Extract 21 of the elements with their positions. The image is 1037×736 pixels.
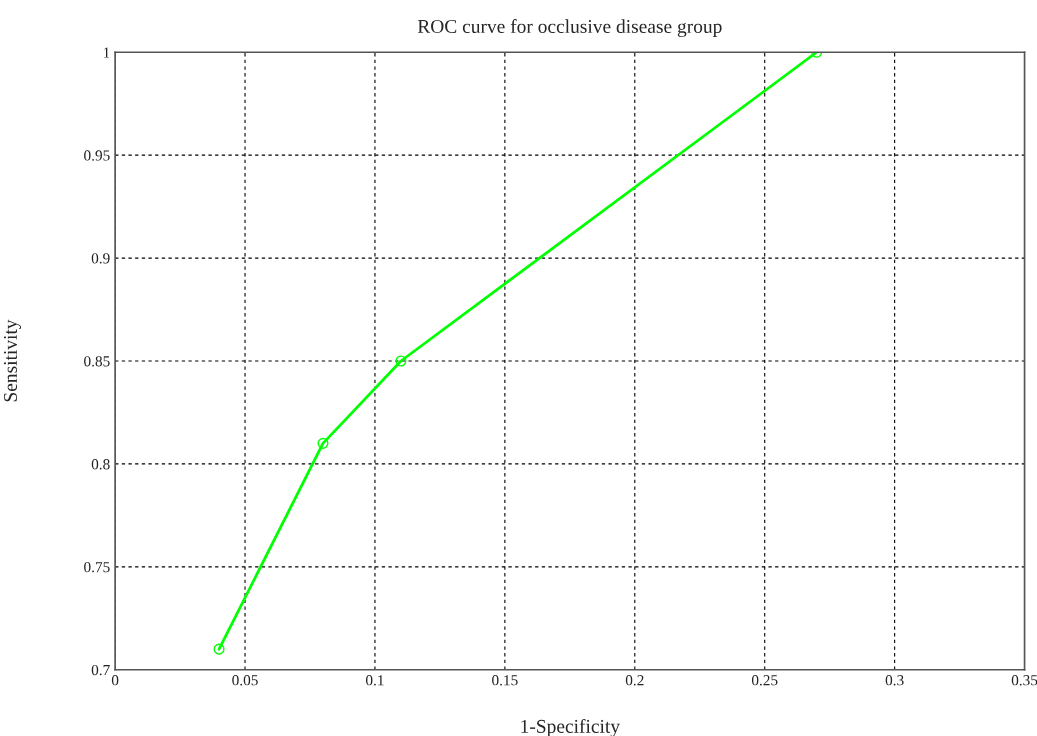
y-tick-label: 0.7	[91, 664, 110, 676]
point	[213, 643, 225, 655]
y-tick-label: 0.8	[91, 459, 110, 470]
point	[395, 355, 407, 367]
x-tick-label: 0	[111, 675, 119, 686]
x-tick-label: 0.35	[1011, 675, 1037, 686]
x-tick-label: 0.15	[492, 675, 518, 686]
point	[317, 437, 329, 449]
x-tick-label: 0.2	[625, 675, 644, 686]
x-tick-label: 0.1	[365, 675, 384, 686]
y-tick-label: 0.95	[84, 150, 110, 161]
y-tick-label: 0.75	[84, 561, 110, 573]
x-axis-title: 1-Specificity	[521, 719, 620, 736]
chart-title: ROC curve for occlusive disease group	[417, 19, 722, 38]
y-tick-label: 0.85	[84, 356, 110, 367]
x-tick-label: 0.05	[232, 675, 258, 686]
y-axis-title: Sensitivity	[3, 319, 22, 402]
y-tick-label: 1	[103, 47, 110, 58]
x-tick-label: 0.25	[751, 675, 778, 686]
x-tick-label: 0.3	[885, 675, 904, 686]
y-tick-label: 0.9	[91, 253, 110, 264]
